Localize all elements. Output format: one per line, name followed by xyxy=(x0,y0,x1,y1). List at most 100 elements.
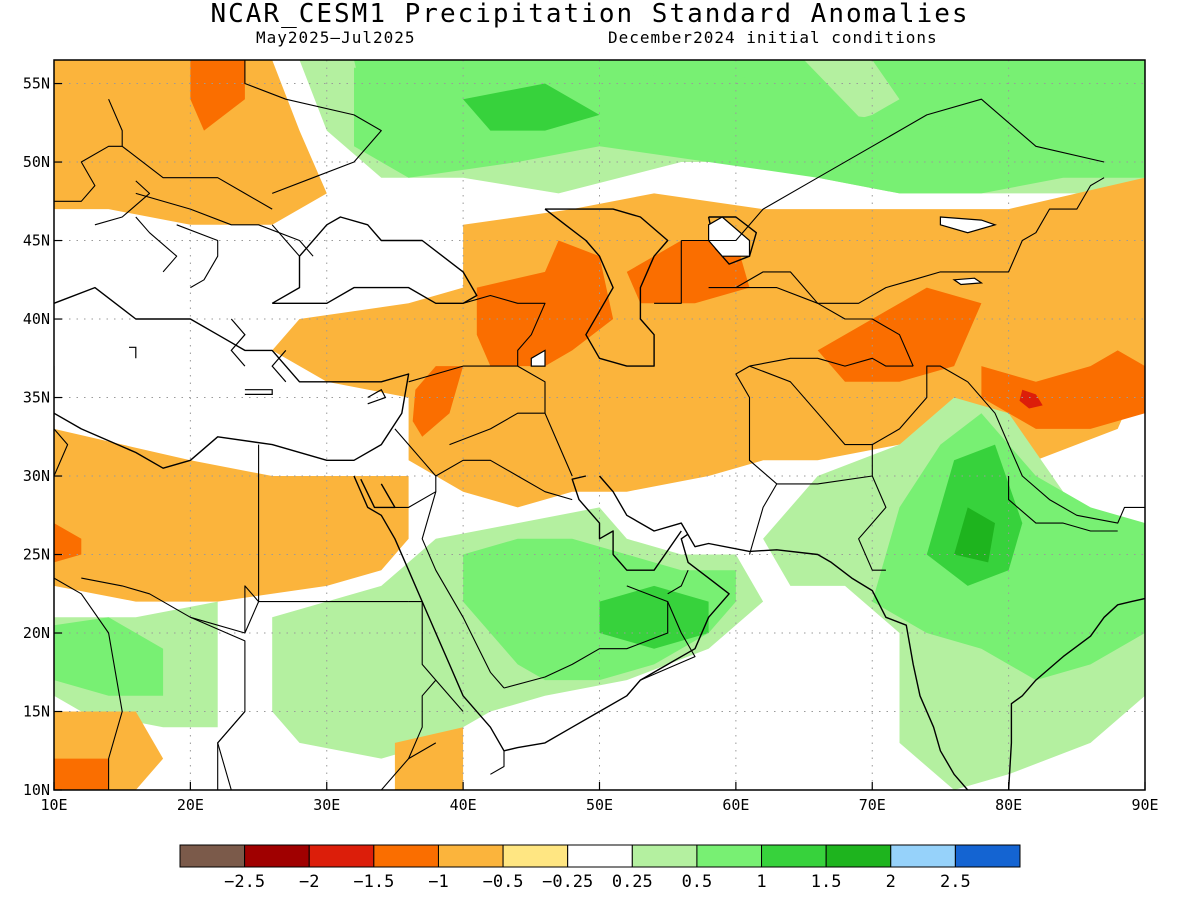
anomaly-region-11 xyxy=(1019,389,1043,409)
country-border-32 xyxy=(490,750,505,775)
coastline-0 xyxy=(54,286,410,469)
longitude-axis: 10E 20E 30E 40E 50E 60E 70E 80E 90E xyxy=(40,782,1159,814)
coastline-4 xyxy=(353,475,730,752)
anomaly-region-20 xyxy=(394,727,464,790)
country-border-2 xyxy=(135,192,314,257)
colorbar-swatch-10 xyxy=(825,844,892,868)
colorbar-swatch-9 xyxy=(761,844,827,868)
latitude-axis: 10N 15N 20N 25N 30N 35N 40N 45N 50N 55N xyxy=(23,75,62,799)
lon-tick-label-8: 90E xyxy=(1131,796,1158,814)
anomaly-region-26 xyxy=(954,507,995,563)
country-border-26 xyxy=(244,444,260,633)
colorbar-swatch-5 xyxy=(502,844,569,868)
coastlines xyxy=(54,208,1145,790)
country-border-11 xyxy=(667,569,689,595)
anomaly-region-10 xyxy=(981,350,1145,429)
island-4 xyxy=(271,350,287,383)
lat-tick-label-8: 50N xyxy=(23,153,50,171)
coastline-2 xyxy=(544,208,669,367)
lon-tick-label-4: 50E xyxy=(586,796,613,814)
lon-tick-label-6: 70E xyxy=(859,796,886,814)
country-border-35 xyxy=(135,216,178,273)
country-border-29 xyxy=(408,601,437,681)
coastline-6 xyxy=(571,475,682,571)
colorbar: −2.5 −2 −1.5 −1 −0.5 −0.25 0.25 0.5 1 1.5 2 2.5 xyxy=(179,844,1021,892)
lake-2 xyxy=(530,349,546,367)
anomaly-region-16 xyxy=(54,617,164,696)
country-borders xyxy=(54,60,1145,790)
colorbar-label-9: 1.5 xyxy=(811,872,842,892)
anomaly-region-0 xyxy=(54,60,327,225)
colorbar-swatch-3 xyxy=(373,844,439,868)
lon-tick-label-2: 30E xyxy=(313,796,340,814)
country-border-16 xyxy=(872,365,968,446)
country-border-30 xyxy=(408,679,464,759)
country-border-36 xyxy=(94,180,151,226)
colorbar-swatch-12 xyxy=(954,844,1021,868)
colorbar-label-6: 0.25 xyxy=(612,872,653,892)
lat-tick-label-7: 45N xyxy=(23,232,50,250)
colorbar-label-5: −0.25 xyxy=(542,872,593,892)
colorbar-swatch-4 xyxy=(437,844,504,868)
country-border-5 xyxy=(449,412,545,446)
anomaly-region-1 xyxy=(190,60,245,131)
anomaly-region-5 xyxy=(463,83,600,131)
lon-tick-label-3: 40E xyxy=(450,796,477,814)
country-border-25 xyxy=(190,601,409,634)
lat-lon-gridlines xyxy=(54,60,1145,790)
anomaly-region-22 xyxy=(54,758,109,790)
colorbar-label-11: 2.5 xyxy=(940,872,971,892)
coastline-7 xyxy=(598,475,969,790)
country-border-28 xyxy=(217,711,246,790)
country-border-19 xyxy=(735,177,1105,304)
island-2 xyxy=(230,318,246,367)
colorbar-swatch-7 xyxy=(631,844,698,868)
colorbar-swatch-0 xyxy=(179,844,246,868)
country-border-31 xyxy=(380,742,437,790)
lat-tick-label-2: 20N xyxy=(23,624,50,642)
lon-tick-label-7: 80E xyxy=(995,796,1022,814)
colorbar-swatch-8 xyxy=(696,844,763,868)
coastline-5 xyxy=(360,478,396,509)
country-border-14 xyxy=(749,365,873,485)
colorbar-label-7: 0.5 xyxy=(682,872,713,892)
colorbar-swatch-1 xyxy=(244,844,310,868)
country-border-8 xyxy=(421,491,505,689)
colorbar-label-2: −1.5 xyxy=(353,872,394,892)
country-border-3 xyxy=(408,294,546,383)
colorbar-swatch-2 xyxy=(308,844,375,868)
country-border-37 xyxy=(54,145,123,202)
anomaly-region-13 xyxy=(54,428,409,602)
country-border-0 xyxy=(244,60,382,194)
colorbar-label-4: −0.5 xyxy=(483,872,524,892)
lake-1 xyxy=(939,216,997,234)
forecast-period: May2025—Jul2025 xyxy=(256,28,416,47)
country-border-34 xyxy=(176,224,219,289)
colorbar-swatch-11 xyxy=(890,844,956,868)
lat-tick-label-1: 15N xyxy=(23,703,50,721)
country-border-23 xyxy=(54,366,69,477)
anomaly-region-12 xyxy=(412,366,464,437)
colorbar-label-0: −2.5 xyxy=(224,872,265,892)
country-border-20 xyxy=(681,98,1105,242)
initial-conditions: December2024 initial conditions xyxy=(608,28,938,47)
colorbar-label-3: −1 xyxy=(428,872,448,892)
lat-tick-label-3: 25N xyxy=(23,546,50,564)
lat-tick-label-6: 40N xyxy=(23,310,50,328)
lake-3 xyxy=(952,277,984,286)
island-1 xyxy=(367,388,387,405)
lat-tick-label-5: 35N xyxy=(23,389,50,407)
country-border-15 xyxy=(858,475,887,571)
map-title: NCAR_CESM1 Precipitation Standard Anomal… xyxy=(210,0,970,29)
lon-tick-label-0: 10E xyxy=(40,796,67,814)
lat-tick-label-4: 30N xyxy=(23,467,50,485)
country-border-12 xyxy=(735,365,778,555)
country-border-10 xyxy=(626,601,696,697)
island-3 xyxy=(129,346,137,359)
country-border-27 xyxy=(54,577,123,790)
colorbar-label-10: 2 xyxy=(886,872,896,892)
coastline-8 xyxy=(1007,597,1145,790)
colorbar-swatch-6 xyxy=(567,844,633,868)
lat-tick-label-0: 10N xyxy=(23,781,50,799)
country-border-21 xyxy=(967,381,1145,524)
